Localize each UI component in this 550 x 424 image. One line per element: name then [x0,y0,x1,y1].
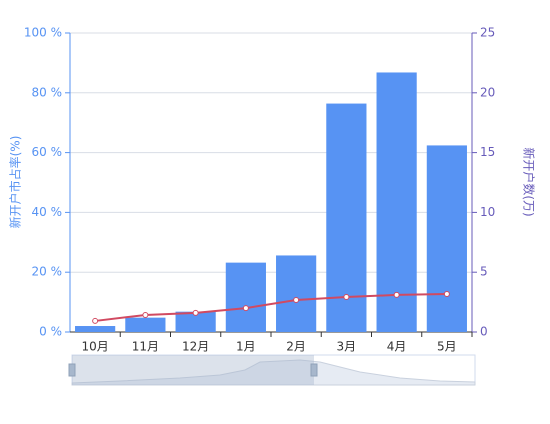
line-point [242,305,249,312]
bar [326,103,367,333]
y2-tick-label: 5 [480,265,488,279]
line-point [393,291,400,298]
line-point [343,294,350,301]
x-tick-label: 10月 [81,340,108,354]
y-tick-label: 40 % [32,205,63,219]
y-tick-label: 0 % [39,325,62,339]
x-tick-label: 1月 [236,340,256,354]
y-tick-label: 20 % [32,265,63,279]
y-axis-title: 新开户市占率(%) [8,136,23,229]
y2-tick-label: 25 [480,26,495,40]
x-tick-label: 2月 [286,340,306,354]
bar [426,145,467,332]
bar [225,262,266,332]
bar [125,317,166,332]
bar [376,72,417,332]
y2-tick-label: 10 [480,205,495,219]
y-tick-label: 60 % [32,145,63,159]
x-tick-label: 3月 [337,340,357,354]
y2-axis-title: 新开户数(万) [522,147,537,216]
zoom-handle[interactable] [68,363,76,377]
y2-tick-label: 0 [480,325,488,339]
y-tick-label: 100 % [24,26,62,40]
y-tick-label: 80 % [32,85,63,99]
line-point [293,297,300,304]
line-point [192,309,199,316]
line-point [92,317,99,324]
bar [276,255,317,332]
zoom-handle[interactable] [310,363,318,377]
y2-tick-label: 20 [480,85,495,99]
bar [175,311,216,332]
data-zoom[interactable] [68,354,476,386]
line-point [142,311,149,318]
y2-tick-label: 15 [480,145,495,159]
x-tick-label: 5月 [437,340,457,354]
line [95,293,447,322]
zoom-window[interactable] [72,355,314,385]
line-point [443,291,450,298]
x-tick-label: 11月 [132,340,159,354]
bar [75,326,116,332]
x-tick-label: 12月 [182,340,209,354]
x-tick-label: 4月 [387,340,407,354]
zoom-preview [71,359,476,386]
